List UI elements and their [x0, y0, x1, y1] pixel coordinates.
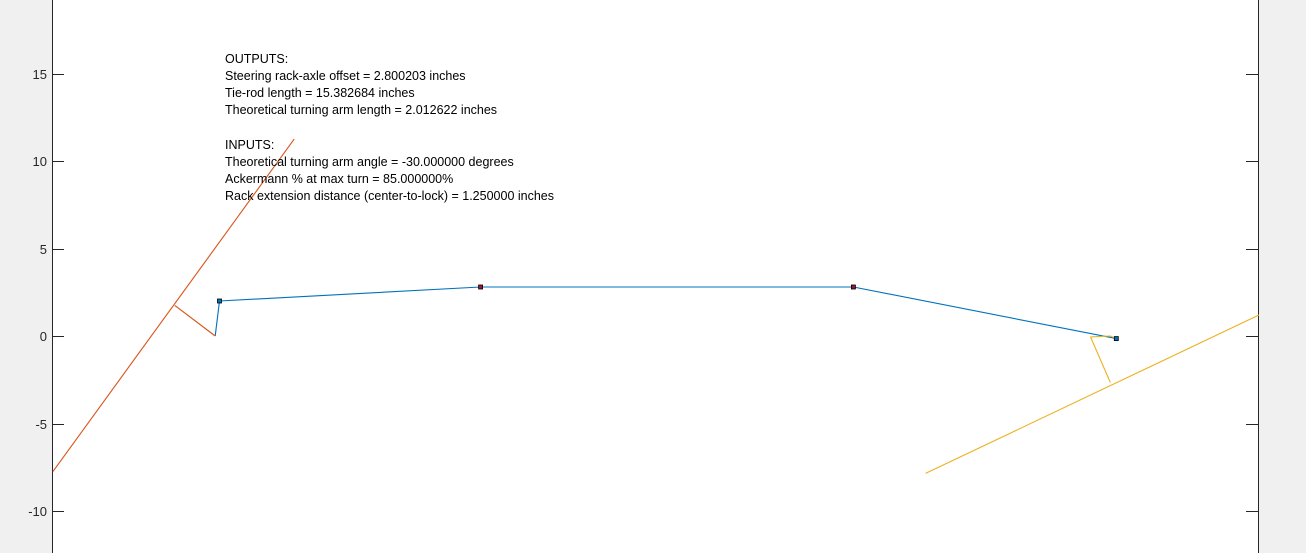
- annotation-turning-arm-length: Theoretical turning arm length = 2.01262…: [225, 103, 497, 117]
- annotation-block: OUTPUTS: Steering rack-axle offset = 2.8…: [225, 52, 554, 203]
- axes-background: [52, 0, 1259, 553]
- series-line-2: [52, 138, 295, 472]
- series-line-3: [174, 304, 216, 337]
- annotation-inputs-heading: INPUTS:: [225, 138, 274, 152]
- annotation-outputs-heading: OUTPUTS:: [225, 52, 288, 66]
- point-marker-4: [851, 284, 856, 290]
- annotation-rack-extension: Rack extension distance (center-to-lock)…: [225, 189, 554, 203]
- point-marker-1: [217, 298, 222, 304]
- y-ticks: 15 10 5 0 -5 -10: [28, 67, 1258, 519]
- series-line-4: [925, 314, 1260, 474]
- annotation-rack-axle-offset: Steering rack-axle offset = 2.800203 inc…: [225, 69, 466, 83]
- annotation-tie-rod-length: Tie-rod length = 15.382684 inches: [225, 86, 415, 100]
- series-line-6: [1089, 336, 1111, 383]
- y-tick-label: 0: [40, 329, 47, 344]
- annotation-turning-arm-angle: Theoretical turning arm angle = -30.0000…: [225, 155, 514, 169]
- y-tick-label: 15: [33, 67, 47, 82]
- y-tick-label: -5: [35, 417, 47, 432]
- markers-group: [217, 284, 1119, 342]
- y-tick-label: 10: [33, 154, 47, 169]
- point-marker-2: [1113, 336, 1119, 342]
- point-marker-3: [478, 284, 484, 290]
- y-tick-label: -10: [28, 504, 47, 519]
- y-tick-label: 5: [40, 242, 47, 257]
- annotation-ackermann-percent: Ackermann % at max turn = 85.000000%: [225, 172, 453, 186]
